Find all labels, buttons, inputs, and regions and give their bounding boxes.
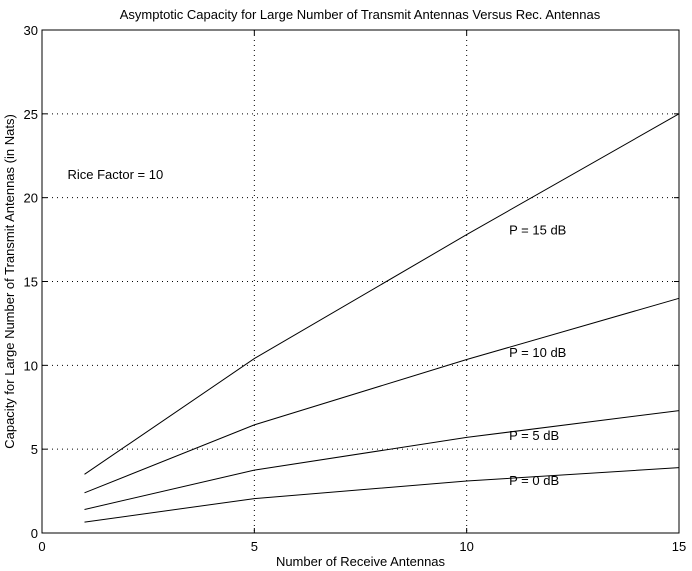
series-line-p-5-db (84, 410, 680, 510)
annotation-label: P = 0 dB (509, 473, 559, 488)
y-tick-label: 30 (24, 23, 38, 38)
y-tick-label: 0 (31, 526, 38, 541)
annotation-label: P = 5 dB (509, 428, 559, 443)
x-tick-label: 0 (38, 539, 45, 554)
x-tick-label: 10 (459, 539, 473, 554)
y-tick-label: 25 (24, 107, 38, 122)
annotation-label: P = 15 dB (509, 223, 566, 238)
annotation-label: P = 10 dB (509, 345, 566, 360)
y-tick-label: 10 (24, 358, 38, 373)
x-tick-label: 5 (251, 539, 258, 554)
y-tick-label: 5 (31, 442, 38, 457)
y-tick-label: 15 (24, 275, 38, 290)
series-line-p-15-db (84, 113, 680, 475)
x-tick-label: 15 (672, 539, 686, 554)
annotation-label: Rice Factor = 10 (67, 167, 163, 182)
annotations: Rice Factor = 10 P = 15 dB P = 10 dB P = 5 … (67, 167, 566, 488)
y-tick-label: 20 (24, 191, 38, 206)
series-line-p-10-db (84, 297, 680, 494)
series-lines (84, 113, 680, 523)
y-axis-label: Capacity for Large Number of Transmit An… (2, 114, 17, 449)
series-line-p-0-db (84, 467, 680, 523)
tick-labels: 0 5 10 15 0 5 10 15 20 25 30 (24, 23, 687, 554)
x-axis-label: Number of Receive Antennas (276, 554, 446, 569)
grid (42, 30, 679, 533)
chart-title: Asymptotic Capacity for Large Number of … (120, 7, 601, 22)
plot-frame (41, 29, 680, 534)
